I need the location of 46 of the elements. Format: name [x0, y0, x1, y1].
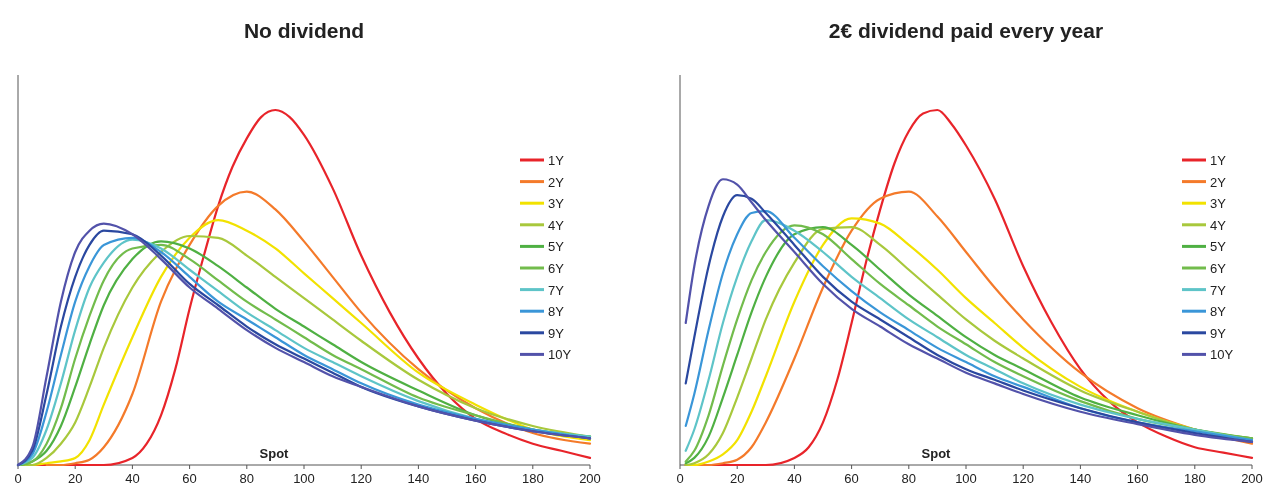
legend-label: 8Y: [548, 304, 565, 320]
legend-label: 8Y: [1210, 304, 1227, 320]
x-tick-label: 80: [901, 471, 917, 486]
x-tick-label: 40: [787, 471, 802, 486]
legend-label: 4Y: [548, 217, 565, 233]
x-axis-title: Spot: [259, 446, 290, 461]
x-tick-label: 160: [1126, 471, 1149, 486]
x-tick-label: 20: [67, 471, 83, 486]
x-tick-label: 180: [521, 471, 544, 486]
legend-label: 6Y: [1210, 261, 1227, 276]
x-tick-label: 100: [293, 471, 315, 486]
legend-label: 3Y: [1210, 196, 1227, 212]
x-tick-label: 140: [1069, 471, 1092, 486]
legend-label: 9Y: [1210, 325, 1227, 341]
x-tick-label: 120: [1012, 471, 1035, 486]
legend-label: 3Y: [548, 196, 565, 212]
chart-title: 2€ dividend paid every year: [828, 19, 1104, 42]
x-tick-label: 20: [729, 471, 745, 486]
x-tick-label: 200: [579, 471, 601, 486]
legend-label: 5Y: [1210, 239, 1227, 255]
legend-label: 6Y: [548, 261, 565, 276]
x-tick-label: 40: [125, 471, 140, 486]
legend-label: 9Y: [548, 325, 565, 341]
x-tick-label: 0: [676, 471, 684, 486]
legend-label: 10Y: [1210, 347, 1234, 363]
x-tick-label: 200: [1241, 471, 1263, 486]
x-axis-title: Spot: [921, 446, 952, 461]
x-tick-label: 60: [844, 471, 859, 486]
x-tick-label: 180: [1183, 471, 1206, 486]
legend-label: 7Y: [548, 282, 565, 298]
x-tick-label: 80: [239, 471, 255, 486]
legend-label: 1Y: [548, 153, 565, 168]
x-tick-label: 60: [182, 471, 197, 486]
x-tick-label: 0: [14, 471, 22, 486]
x-tick-label: 100: [955, 471, 977, 486]
x-tick-label: 160: [464, 471, 487, 486]
legend-label: 5Y: [548, 239, 565, 255]
legend-label: 1Y: [1210, 153, 1227, 168]
chart-title: No dividend: [243, 19, 365, 42]
legend-label: 2Y: [1210, 174, 1227, 190]
legend-label: 10Y: [548, 347, 572, 363]
x-tick-label: 140: [407, 471, 430, 486]
legend-label: 2Y: [548, 174, 565, 190]
legend-label: 4Y: [1210, 217, 1227, 233]
legend-label: 7Y: [1210, 282, 1227, 298]
x-tick-label: 120: [350, 471, 373, 486]
